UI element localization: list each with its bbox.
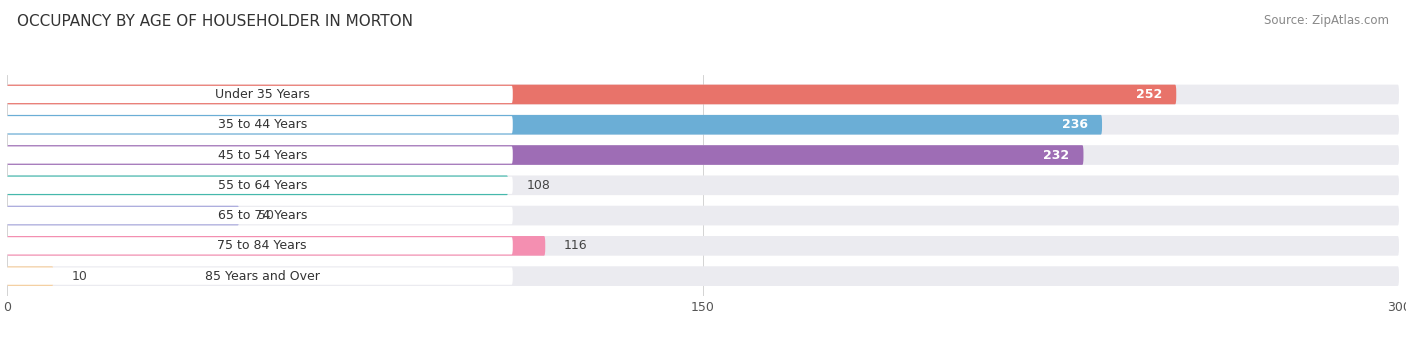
Text: 75 to 84 Years: 75 to 84 Years: [218, 239, 307, 252]
FancyBboxPatch shape: [3, 237, 513, 254]
Text: 65 to 74 Years: 65 to 74 Years: [218, 209, 307, 222]
Text: 35 to 44 Years: 35 to 44 Years: [218, 118, 307, 131]
Text: 50: 50: [257, 209, 274, 222]
FancyBboxPatch shape: [7, 85, 1177, 104]
FancyBboxPatch shape: [7, 85, 1399, 104]
FancyBboxPatch shape: [7, 266, 1399, 286]
FancyBboxPatch shape: [7, 236, 546, 256]
FancyBboxPatch shape: [7, 145, 1084, 165]
FancyBboxPatch shape: [7, 175, 1399, 195]
FancyBboxPatch shape: [3, 147, 513, 164]
FancyBboxPatch shape: [7, 175, 508, 195]
FancyBboxPatch shape: [3, 268, 513, 285]
FancyBboxPatch shape: [7, 145, 1399, 165]
FancyBboxPatch shape: [7, 236, 1399, 256]
Text: 108: 108: [527, 179, 551, 192]
FancyBboxPatch shape: [7, 206, 1399, 225]
Text: 116: 116: [564, 239, 588, 252]
Text: 232: 232: [1043, 149, 1070, 162]
FancyBboxPatch shape: [7, 115, 1399, 135]
FancyBboxPatch shape: [3, 86, 513, 103]
Text: 252: 252: [1136, 88, 1163, 101]
FancyBboxPatch shape: [7, 206, 239, 225]
Text: 45 to 54 Years: 45 to 54 Years: [218, 149, 307, 162]
FancyBboxPatch shape: [7, 266, 53, 286]
Text: 55 to 64 Years: 55 to 64 Years: [218, 179, 307, 192]
Text: 236: 236: [1062, 118, 1088, 131]
Text: 10: 10: [72, 270, 87, 283]
FancyBboxPatch shape: [7, 115, 1102, 135]
Text: Source: ZipAtlas.com: Source: ZipAtlas.com: [1264, 14, 1389, 27]
FancyBboxPatch shape: [3, 177, 513, 194]
Text: 85 Years and Over: 85 Years and Over: [205, 270, 319, 283]
FancyBboxPatch shape: [3, 116, 513, 133]
Text: OCCUPANCY BY AGE OF HOUSEHOLDER IN MORTON: OCCUPANCY BY AGE OF HOUSEHOLDER IN MORTO…: [17, 14, 413, 29]
Text: Under 35 Years: Under 35 Years: [215, 88, 309, 101]
FancyBboxPatch shape: [3, 207, 513, 224]
